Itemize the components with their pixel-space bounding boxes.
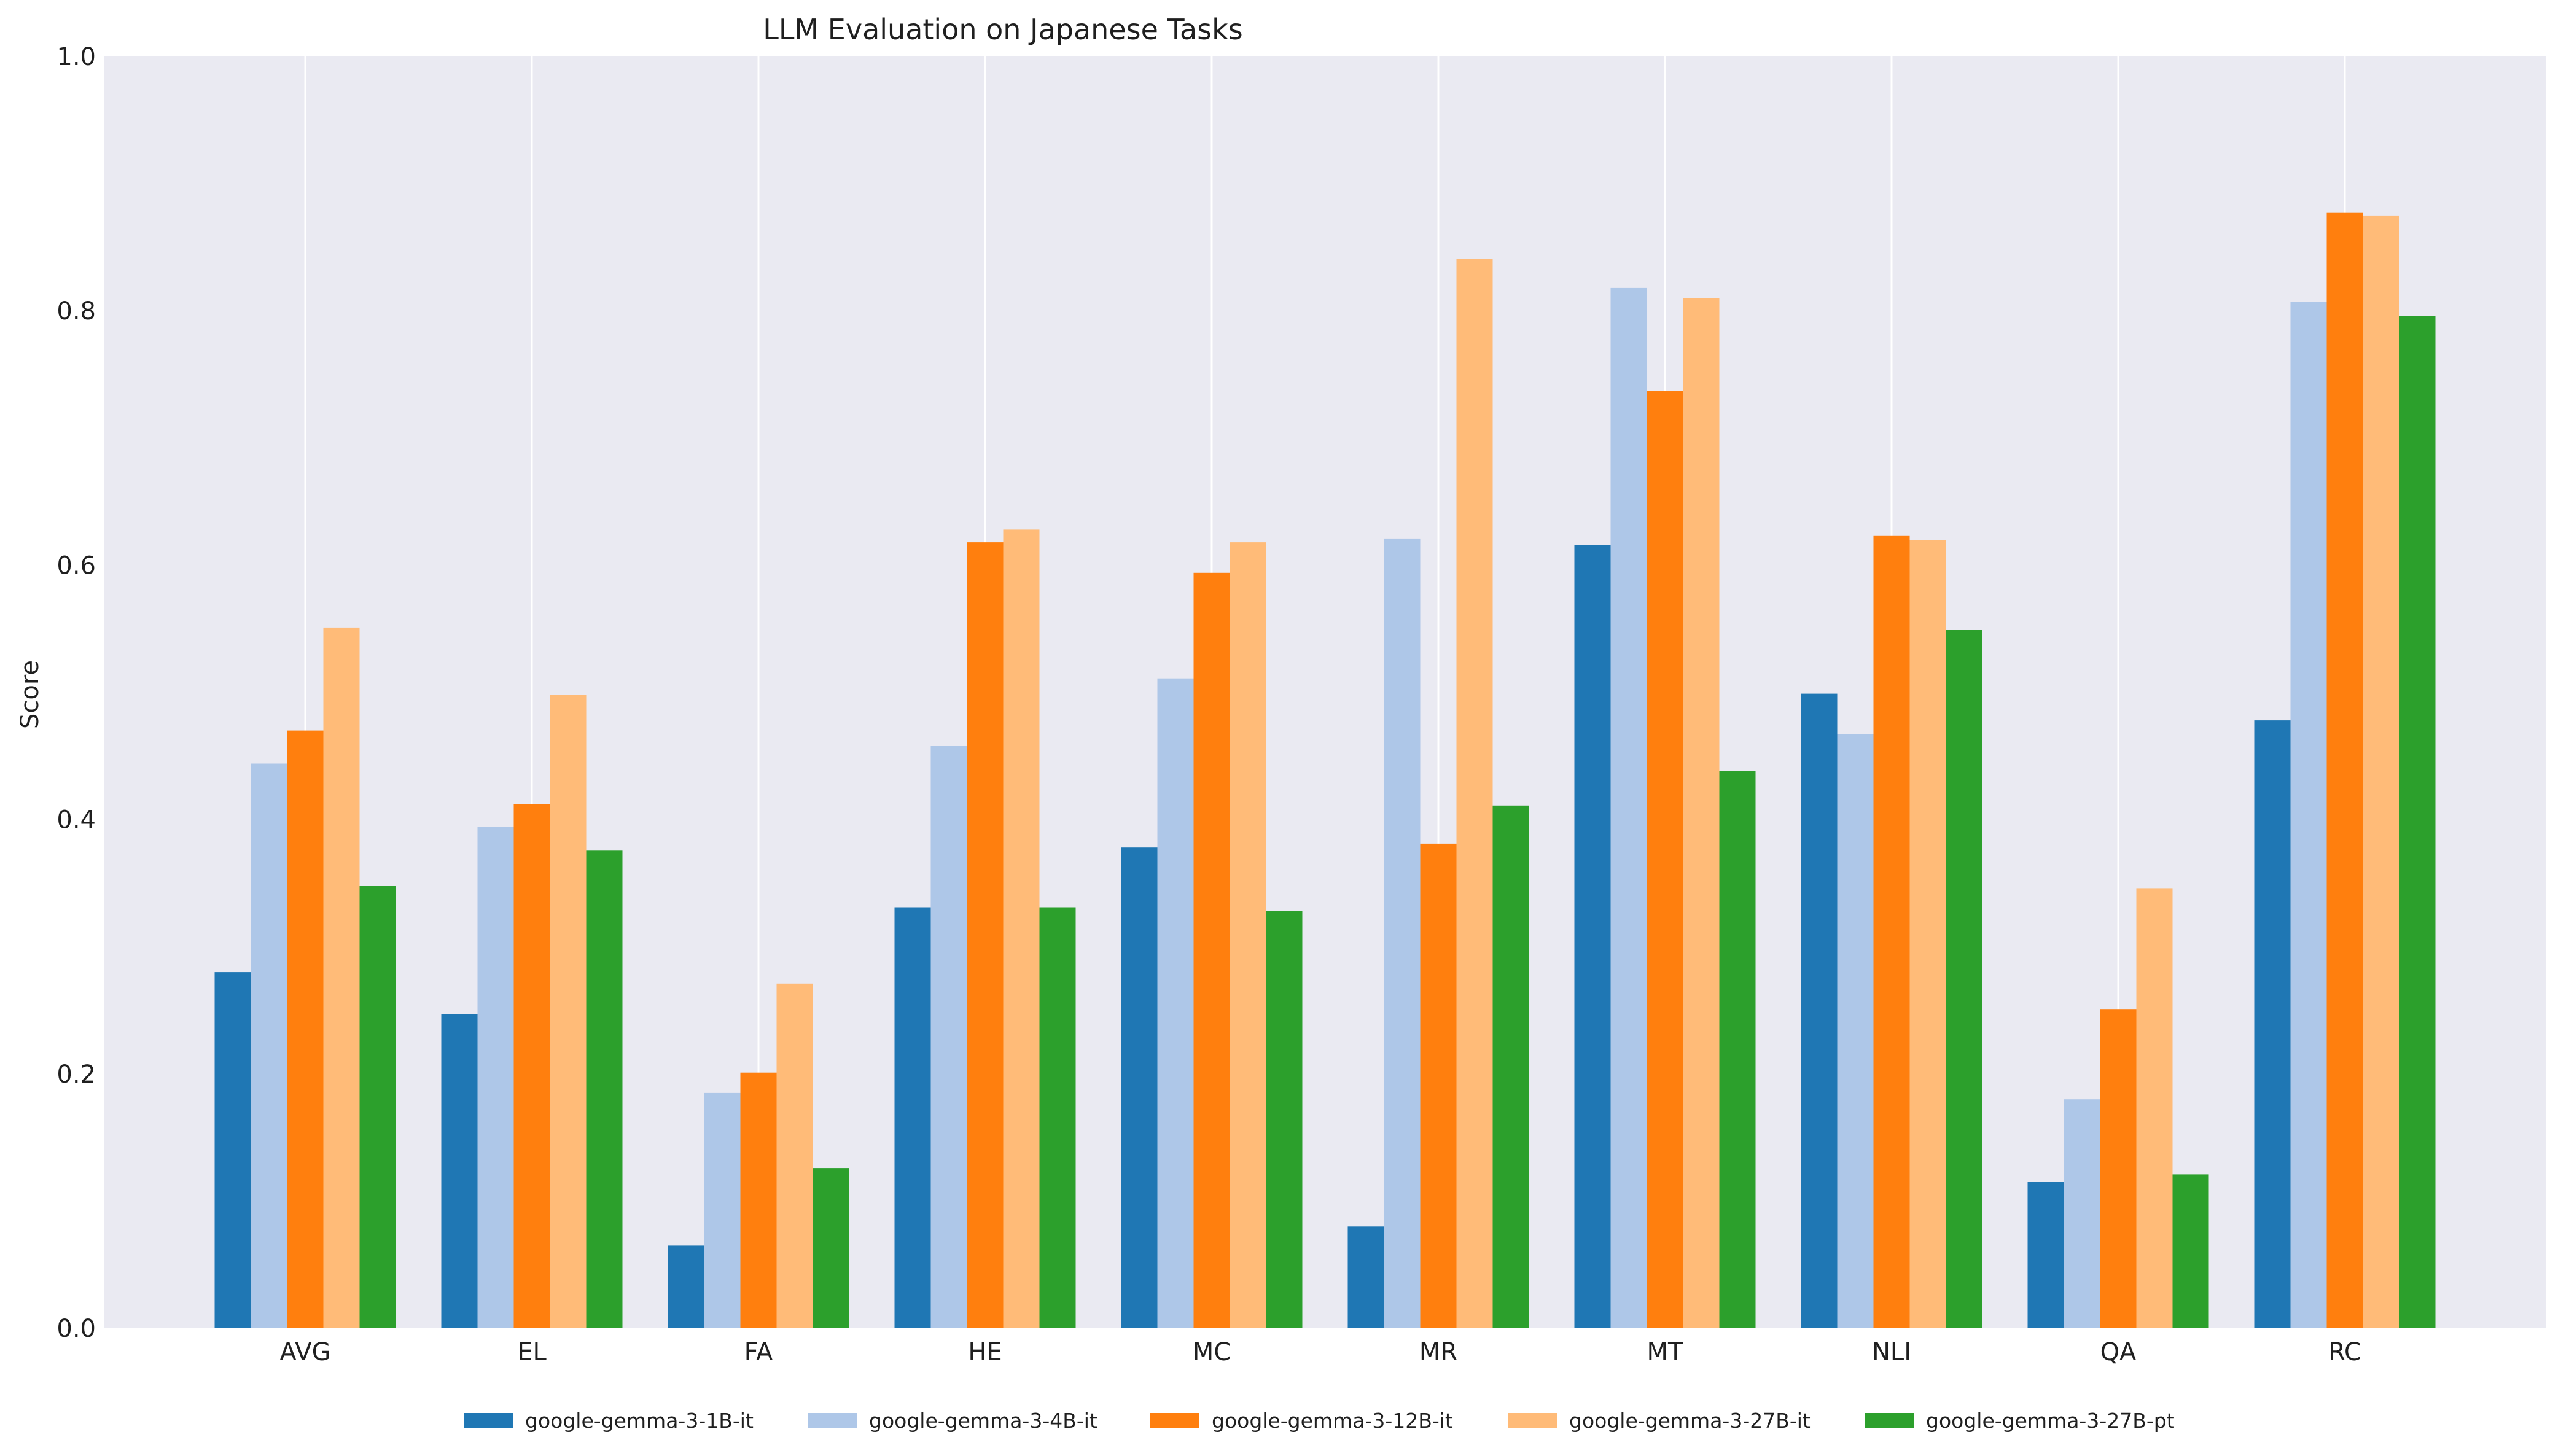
bar-nli-series-2 — [1837, 734, 1874, 1328]
bar-el-series-1 — [441, 1014, 478, 1328]
bar-nli-series-3 — [1873, 535, 1910, 1328]
y-tick-label: 0.4 — [57, 806, 96, 835]
x-tick-label-avg: AVG — [279, 1338, 330, 1366]
legend-label-series-4: google-gemma-3-27B-it — [1569, 1409, 1811, 1433]
x-tick-label-el: EL — [517, 1338, 547, 1366]
bar-el-series-3 — [513, 804, 550, 1328]
bar-rc-series-4 — [2363, 215, 2399, 1328]
bars-group — [214, 212, 2436, 1329]
x-tick-label-nli: NLI — [1872, 1338, 1911, 1366]
bar-mc-series-4 — [1230, 542, 1266, 1328]
bar-he-series-2 — [930, 746, 967, 1328]
bar-qa-series-2 — [2064, 1099, 2100, 1328]
bar-qa-series-4 — [2136, 888, 2173, 1328]
bar-qa-series-3 — [2100, 1009, 2137, 1328]
legend: google-gemma-3-1B-it google-gemma-3-4B-it… — [464, 1409, 2175, 1433]
bar-qa-series-1 — [2027, 1182, 2064, 1328]
bar-mr-series-2 — [1384, 538, 1421, 1328]
bar-rc-series-1 — [2254, 720, 2291, 1328]
x-tick-label-mr: MR — [1419, 1338, 1457, 1366]
y-tick-label: 0.8 — [57, 297, 96, 325]
y-tick-label: 0.2 — [57, 1061, 96, 1089]
x-tick-label-rc: RC — [2328, 1338, 2361, 1366]
bar-mr-series-4 — [1456, 259, 1493, 1328]
bar-mc-series-1 — [1121, 847, 1158, 1328]
bar-el-series-4 — [550, 695, 587, 1328]
bar-mr-series-1 — [1347, 1226, 1384, 1328]
x-tick-label-fa: FA — [744, 1338, 773, 1366]
bar-he-series-3 — [967, 542, 1004, 1328]
legend-label-series-3: google-gemma-3-12B-it — [1212, 1409, 1453, 1433]
bar-mr-series-3 — [1420, 843, 1457, 1328]
x-tick-label-he: HE — [968, 1338, 1002, 1366]
legend-swatch-series-3 — [1150, 1413, 1199, 1428]
bar-rc-series-5 — [2399, 316, 2436, 1328]
legend-label-series-2: google-gemma-3-4B-it — [869, 1409, 1097, 1433]
bar-nli-series-4 — [1909, 540, 1946, 1328]
y-axis-ticks: 0.0 0.2 0.4 0.6 0.8 1.0 — [57, 43, 96, 1343]
bar-nli-series-1 — [1801, 693, 1838, 1328]
bar-mt-series-3 — [1647, 391, 1683, 1329]
bar-avg-series-2 — [251, 763, 287, 1328]
x-tick-label-qa: QA — [2100, 1338, 2137, 1366]
bar-he-series-1 — [894, 907, 931, 1328]
y-axis-label: Score — [16, 660, 44, 729]
bar-avg-series-1 — [214, 972, 251, 1328]
bar-el-series-2 — [477, 827, 514, 1328]
bar-mt-series-1 — [1574, 545, 1611, 1328]
x-axis-ticks: AVG EL FA HE MC MR MT NLI QA RC — [279, 1338, 2361, 1366]
bar-nli-series-5 — [1946, 630, 1982, 1328]
y-tick-label: 0.6 — [57, 551, 96, 580]
bar-fa-series-4 — [776, 983, 813, 1328]
y-tick-label: 1.0 — [57, 43, 96, 71]
bar-mc-series-5 — [1266, 911, 1303, 1328]
bar-mt-series-2 — [1610, 287, 1647, 1328]
bar-fa-series-1 — [668, 1245, 704, 1328]
bar-mt-series-4 — [1683, 298, 1720, 1328]
legend-label-series-1: google-gemma-3-1B-it — [525, 1409, 754, 1433]
x-tick-label-mt: MT — [1647, 1338, 1684, 1366]
x-tick-label-mc: MC — [1193, 1338, 1231, 1366]
bar-fa-series-5 — [813, 1168, 849, 1328]
legend-swatch-series-2 — [808, 1413, 857, 1428]
bar-avg-series-4 — [323, 627, 360, 1328]
bar-avg-series-5 — [359, 886, 396, 1328]
bar-mr-series-5 — [1492, 805, 1529, 1328]
bar-mt-series-5 — [1719, 771, 1756, 1328]
chart-title: LLM Evaluation on Japanese Tasks — [763, 13, 1243, 46]
legend-label-series-5: google-gemma-3-27B-pt — [1926, 1409, 2175, 1433]
bar-avg-series-3 — [287, 730, 324, 1328]
bar-mc-series-3 — [1193, 572, 1230, 1328]
legend-swatch-series-1 — [464, 1413, 513, 1428]
bar-fa-series-2 — [704, 1092, 741, 1328]
bar-mc-series-2 — [1157, 678, 1194, 1328]
bar-rc-series-3 — [2326, 212, 2363, 1329]
bar-el-series-5 — [586, 850, 623, 1328]
bar-fa-series-3 — [740, 1072, 777, 1328]
bar-he-series-4 — [1003, 529, 1040, 1328]
legend-swatch-series-4 — [1508, 1413, 1557, 1428]
bar-he-series-5 — [1039, 907, 1076, 1328]
y-tick-label: 0.0 — [57, 1315, 96, 1343]
bar-qa-series-5 — [2172, 1174, 2209, 1328]
bar-rc-series-2 — [2290, 302, 2327, 1329]
legend-swatch-series-5 — [1865, 1413, 1914, 1428]
